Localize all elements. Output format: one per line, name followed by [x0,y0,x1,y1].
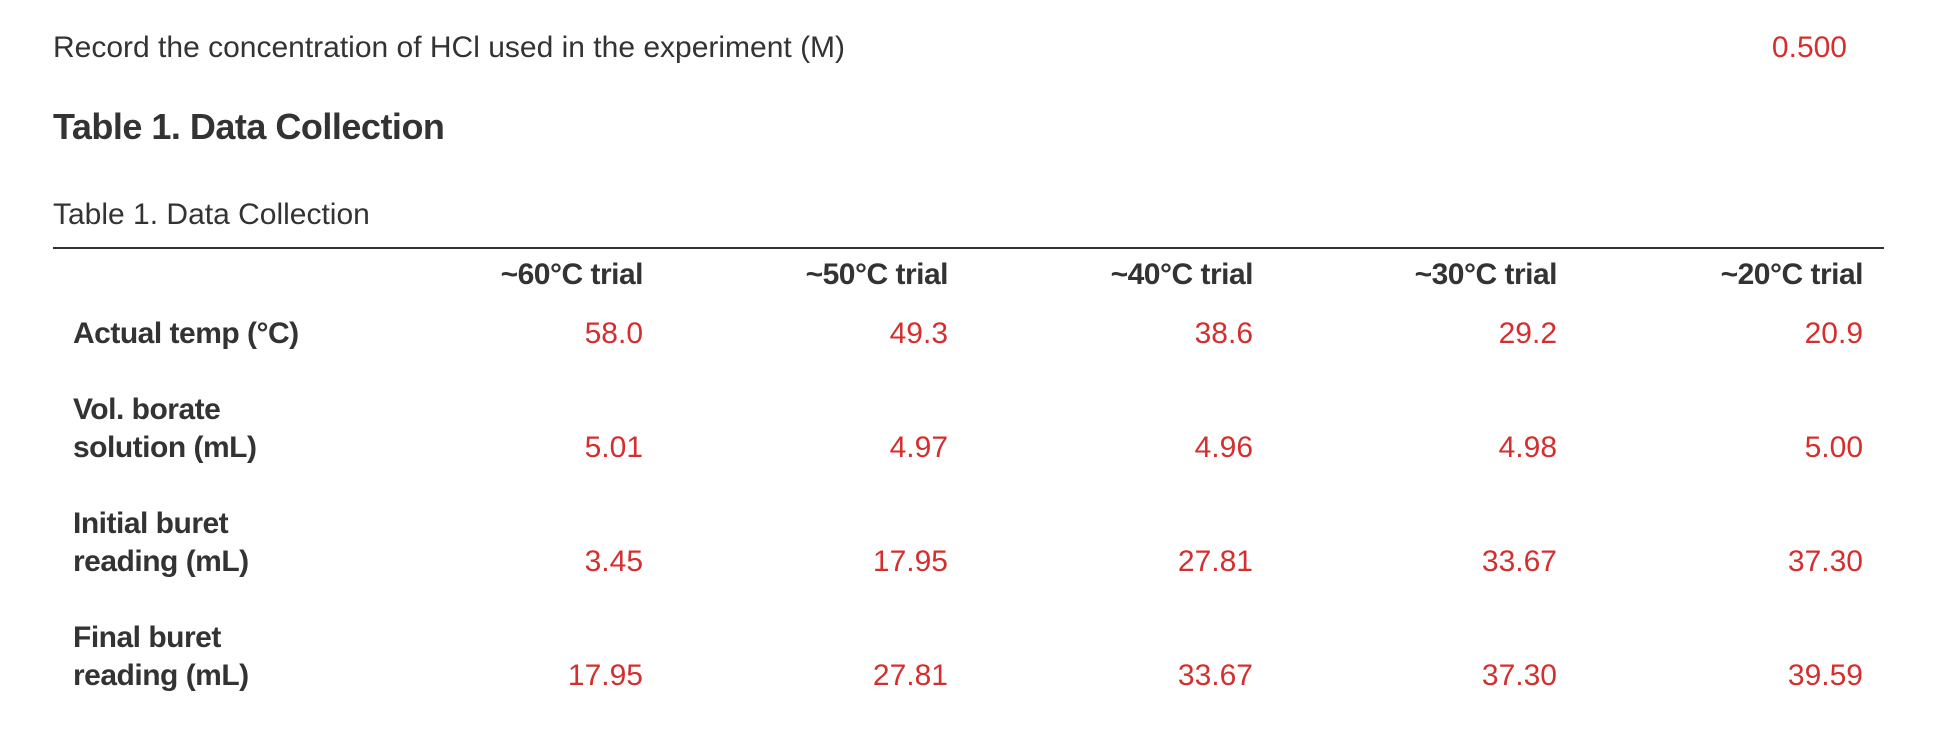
table-body: Actual temp (°C) 58.0 49.3 38.6 29.2 20.9 Vol.… [53,300,1884,712]
value-cell: 20.9 [1804,317,1863,350]
value-cell: 17.95 [567,659,643,692]
column-header: ~50°C trial [805,258,949,291]
column-header: ~40°C trial [1110,258,1254,291]
header-row: ~60°C trial ~50°C trial ~40°C trial ~30°C t… [53,248,1884,300]
column-header: ~30°C trial [1414,258,1558,291]
row-label: Vol. borate solution (mL) [73,393,257,464]
corner-cell [53,248,359,300]
table-row: Initial buret reading (mL) 3.45 17.95 27.81… [53,484,1884,598]
value-cell: 39.59 [1787,659,1863,692]
value-cell: 58.0 [584,317,643,350]
value-cell: 27.81 [1177,545,1253,578]
value-cell: 38.6 [1194,317,1253,350]
row-label-cell: Final buret reading (mL) [53,598,359,712]
value-cell: 33.67 [1481,545,1557,578]
row-label: Initial buret reading (mL) [73,507,249,578]
table-caption: Table 1. Data Collection [53,198,370,231]
value-cell: 37.30 [1787,545,1863,578]
value-cell: 5.00 [1804,431,1863,464]
value-cell: 33.67 [1177,659,1253,692]
value-cell: 37.30 [1481,659,1557,692]
question-text: Record the concentration of HCl used in … [53,31,846,64]
data-table: ~60°C trial ~50°C trial ~40°C trial ~30°C t… [53,247,1884,712]
table-row: Final buret reading (mL) 17.95 27.81 33.67 3… [53,598,1884,712]
table-row: Actual temp (°C) 58.0 49.3 38.6 29.2 20.9 [53,300,1884,370]
row-label-cell: Initial buret reading (mL) [53,484,359,598]
value-cell: 29.2 [1498,317,1557,350]
row-label: Final buret reading (mL) [73,621,249,692]
question-answer: 0.500 [1771,31,1847,64]
value-cell: 4.96 [1194,431,1253,464]
heading: Table 1. Data Collection [53,106,445,147]
column-header: ~60°C trial [500,258,644,291]
value-cell: 49.3 [889,317,948,350]
row-label: Actual temp (°C) [73,317,299,350]
value-cell: 4.97 [889,431,948,464]
value-cell: 27.81 [872,659,948,692]
column-header: ~20°C trial [1720,258,1864,291]
value-cell: 3.45 [584,545,643,578]
table-row: Vol. borate solution (mL) 5.01 4.97 4.96 4.9… [53,370,1884,484]
row-label-cell: Actual temp (°C) [53,300,359,370]
value-cell: 4.98 [1498,431,1557,464]
row-label-cell: Vol. borate solution (mL) [53,370,359,484]
value-cell: 5.01 [584,431,643,464]
value-cell: 17.95 [872,545,948,578]
